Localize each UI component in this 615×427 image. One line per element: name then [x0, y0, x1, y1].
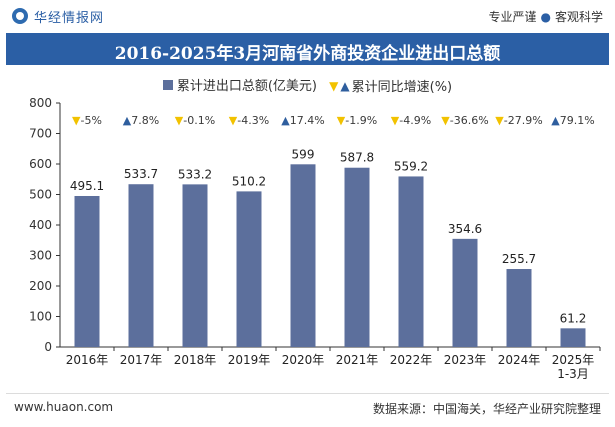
bar-value-label: 495.1	[70, 179, 104, 193]
growth-down-triangle-icon: ▼	[441, 114, 450, 127]
x-tick-label: 2017年	[120, 353, 163, 367]
tagline-dot-icon: ●	[540, 10, 551, 24]
growth-rate-label: ▼-1.9%	[337, 114, 377, 127]
y-tick-label: 500	[29, 188, 52, 202]
growth-rate-label: ▼-27.9%	[495, 114, 542, 127]
bar-value-label: 559.2	[394, 159, 428, 173]
y-tick-label: 300	[29, 249, 52, 263]
growth-rate-value: -27.9%	[504, 114, 543, 127]
x-tick-label: 2018年	[174, 353, 217, 367]
growth-rate-label: ▼-5%	[72, 114, 102, 127]
bar	[506, 269, 532, 347]
growth-rate-label: ▼-4.3%	[229, 114, 269, 127]
x-tick-label: 2021年	[336, 353, 379, 367]
bar	[128, 184, 154, 347]
brand-name: 华经情报网	[34, 10, 105, 26]
legend-item-total: 累计进出口总额(亿美元)	[162, 75, 318, 94]
legend-down-triangle-icon: ▼	[329, 78, 339, 93]
bar-value-label: 354.6	[448, 222, 482, 236]
growth-rate-value: 7.8%	[131, 114, 159, 127]
x-tick-label: 2024年	[498, 353, 541, 367]
footer-divider	[6, 393, 609, 394]
x-tick-label: 2022年	[390, 353, 433, 367]
growth-rate-value: -4.9%	[399, 114, 431, 127]
growth-down-triangle-icon: ▼	[229, 114, 238, 127]
bar-value-label: 533.2	[178, 167, 212, 181]
legend-bar-swatch-icon	[162, 79, 173, 90]
tagline-left: 专业严谨	[488, 10, 537, 24]
bar-value-label: 255.7	[502, 252, 536, 266]
bar	[560, 328, 586, 347]
bar-value-label: 587.8	[340, 151, 374, 165]
legend-item-growth: ▼ ▲ 累计同比增速(%)	[329, 76, 453, 96]
y-tick-label: 100	[29, 310, 52, 324]
chart-legend: 累计进出口总额(亿美元) ▼ ▲ 累计同比增速(%)	[0, 75, 615, 95]
brand: 华经情报网	[12, 7, 105, 26]
growth-rate-value: 79.1%	[560, 114, 595, 127]
footer-source: 数据来源：中国海关，华经产业研究院整理	[372, 402, 601, 416]
growth-down-triangle-icon: ▼	[72, 114, 81, 127]
growth-down-triangle-icon: ▼	[337, 114, 346, 127]
tagline-right: 客观科学	[554, 10, 603, 24]
top-bar: 华经情报网 专业严谨 ● 客观科学	[0, 0, 615, 32]
bar	[398, 176, 424, 347]
brand-logo-icon	[12, 8, 28, 24]
growth-rate-label: ▼-0.1%	[175, 114, 215, 127]
bar	[74, 195, 100, 347]
growth-up-triangle-icon: ▲	[551, 114, 560, 127]
growth-rate-label: ▲79.1%	[551, 114, 594, 127]
legend-label-growth: 累计同比增速(%)	[351, 80, 453, 95]
y-tick-label: 200	[29, 279, 52, 293]
footer-website: www.huaon.com	[14, 400, 114, 414]
bar	[236, 191, 262, 347]
bar-value-label: 61.2	[560, 311, 587, 325]
x-tick-label: 2025年	[552, 353, 595, 367]
growth-rate-value: -36.6%	[450, 114, 489, 127]
legend-up-triangle-icon: ▲	[340, 78, 350, 93]
bar-value-label: 533.7	[124, 167, 158, 181]
growth-up-triangle-icon: ▲	[123, 114, 132, 127]
growth-down-triangle-icon: ▼	[175, 114, 184, 127]
bar-chart: 0100200300400500600700800495.12016年▼-5%5…	[29, 96, 601, 381]
x-tick-label: 2023年	[444, 353, 487, 367]
growth-up-triangle-icon: ▲	[281, 114, 290, 127]
growth-rate-value: 17.4%	[290, 114, 325, 127]
growth-rate-value: -1.9%	[345, 114, 377, 127]
bar	[452, 238, 478, 347]
tagline: 专业严谨 ● 客观科学	[488, 8, 603, 25]
title-bar: 2016-2025年3月河南省外商投资企业进出口总额	[6, 33, 609, 65]
growth-rate-value: -4.3%	[237, 114, 269, 127]
chart-title: 2016-2025年3月河南省外商投资企业进出口总额	[114, 44, 501, 64]
y-tick-label: 700	[29, 127, 52, 141]
bar-value-label: 599	[292, 147, 315, 161]
bar	[344, 167, 370, 347]
growth-down-triangle-icon: ▼	[391, 114, 400, 127]
bar	[290, 164, 316, 347]
growth-rate-value: -0.1%	[183, 114, 215, 127]
bar	[182, 184, 208, 347]
growth-rate-label: ▲7.8%	[123, 114, 159, 127]
growth-rate-label: ▼-36.6%	[441, 114, 488, 127]
growth-down-triangle-icon: ▼	[495, 114, 504, 127]
growth-rate-label: ▲17.4%	[281, 114, 324, 127]
growth-rate-value: -5%	[81, 114, 102, 127]
x-tick-label: 1-3月	[557, 367, 589, 381]
y-tick-label: 600	[29, 157, 52, 171]
x-tick-label: 2019年	[228, 353, 271, 367]
y-tick-label: 0	[44, 340, 52, 354]
x-tick-label: 2016年	[66, 353, 109, 367]
bar-value-label: 510.2	[232, 174, 266, 188]
y-tick-label: 400	[29, 218, 52, 232]
legend-label-total: 累计进出口总额(亿美元)	[176, 79, 318, 94]
x-tick-label: 2020年	[282, 353, 325, 367]
growth-rate-label: ▼-4.9%	[391, 114, 431, 127]
y-tick-label: 800	[29, 96, 52, 110]
